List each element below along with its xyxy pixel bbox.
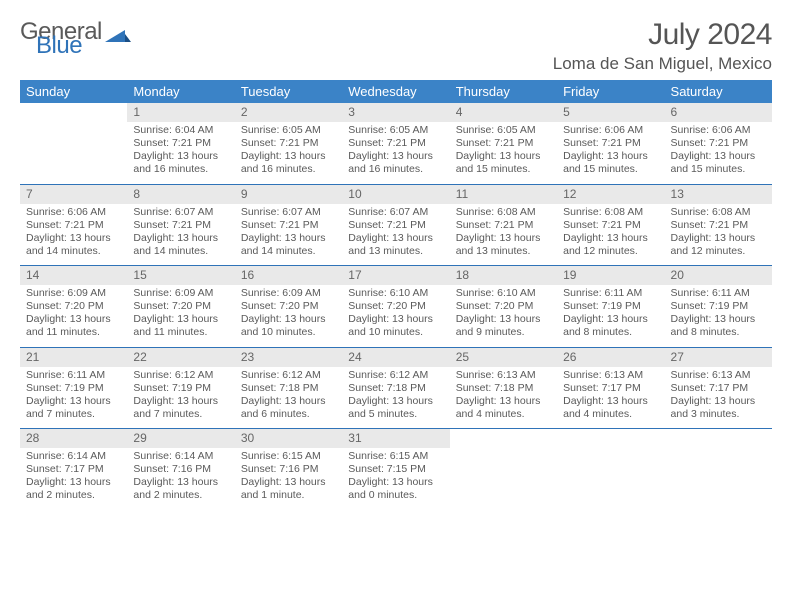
day-number-cell: 17 — [342, 266, 449, 286]
day-number-cell: 3 — [342, 103, 449, 122]
day-content-cell: Sunrise: 6:05 AMSunset: 7:21 PMDaylight:… — [450, 122, 557, 184]
daynum-row: 123456 — [20, 103, 772, 122]
day-number-cell: 28 — [20, 429, 127, 449]
day-content-cell: Sunrise: 6:07 AMSunset: 7:21 PMDaylight:… — [235, 204, 342, 266]
day-content-cell: Sunrise: 6:08 AMSunset: 7:21 PMDaylight:… — [665, 204, 772, 266]
brand-triangle-icon — [105, 28, 131, 51]
day-number-cell: 29 — [127, 429, 234, 449]
weekday-header: Friday — [557, 80, 664, 103]
day-number-cell: 21 — [20, 347, 127, 367]
day-content-cell: Sunrise: 6:06 AMSunset: 7:21 PMDaylight:… — [20, 204, 127, 266]
day-number-cell — [665, 429, 772, 449]
weekday-header: Wednesday — [342, 80, 449, 103]
day-number-cell: 24 — [342, 347, 449, 367]
weekday-header: Tuesday — [235, 80, 342, 103]
content-row: Sunrise: 6:04 AMSunset: 7:21 PMDaylight:… — [20, 122, 772, 184]
day-number-cell: 20 — [665, 266, 772, 286]
day-content-cell — [20, 122, 127, 184]
day-content-cell: Sunrise: 6:07 AMSunset: 7:21 PMDaylight:… — [127, 204, 234, 266]
day-content-cell: Sunrise: 6:14 AMSunset: 7:17 PMDaylight:… — [20, 448, 127, 510]
day-content-cell: Sunrise: 6:11 AMSunset: 7:19 PMDaylight:… — [20, 367, 127, 429]
day-content-cell: Sunrise: 6:07 AMSunset: 7:21 PMDaylight:… — [342, 204, 449, 266]
day-number-cell: 22 — [127, 347, 234, 367]
content-row: Sunrise: 6:09 AMSunset: 7:20 PMDaylight:… — [20, 285, 772, 347]
day-number-cell: 16 — [235, 266, 342, 286]
day-number-cell: 19 — [557, 266, 664, 286]
weekday-header: Monday — [127, 80, 234, 103]
content-row: Sunrise: 6:11 AMSunset: 7:19 PMDaylight:… — [20, 367, 772, 429]
day-number-cell: 2 — [235, 103, 342, 122]
day-number-cell: 12 — [557, 184, 664, 204]
day-content-cell: Sunrise: 6:05 AMSunset: 7:21 PMDaylight:… — [342, 122, 449, 184]
daynum-row: 28293031 — [20, 429, 772, 449]
day-content-cell: Sunrise: 6:13 AMSunset: 7:17 PMDaylight:… — [557, 367, 664, 429]
day-content-cell: Sunrise: 6:08 AMSunset: 7:21 PMDaylight:… — [557, 204, 664, 266]
day-number-cell: 25 — [450, 347, 557, 367]
weekday-header: Sunday — [20, 80, 127, 103]
daynum-row: 21222324252627 — [20, 347, 772, 367]
day-content-cell: Sunrise: 6:15 AMSunset: 7:16 PMDaylight:… — [235, 448, 342, 510]
month-title: July 2024 — [553, 18, 772, 52]
day-number-cell: 4 — [450, 103, 557, 122]
day-number-cell — [557, 429, 664, 449]
day-number-cell: 31 — [342, 429, 449, 449]
brand-logo: General Blue — [20, 18, 131, 57]
day-number-cell — [450, 429, 557, 449]
weekday-header-row: SundayMondayTuesdayWednesdayThursdayFrid… — [20, 80, 772, 103]
day-number-cell: 27 — [665, 347, 772, 367]
day-content-cell: Sunrise: 6:11 AMSunset: 7:19 PMDaylight:… — [665, 285, 772, 347]
calendar-table: SundayMondayTuesdayWednesdayThursdayFrid… — [20, 80, 772, 510]
day-number-cell: 11 — [450, 184, 557, 204]
content-row: Sunrise: 6:06 AMSunset: 7:21 PMDaylight:… — [20, 204, 772, 266]
day-content-cell: Sunrise: 6:13 AMSunset: 7:17 PMDaylight:… — [665, 367, 772, 429]
day-number-cell: 6 — [665, 103, 772, 122]
daynum-row: 14151617181920 — [20, 266, 772, 286]
day-content-cell — [450, 448, 557, 510]
title-block: July 2024 Loma de San Miguel, Mexico — [553, 18, 772, 74]
location: Loma de San Miguel, Mexico — [553, 54, 772, 74]
day-content-cell: Sunrise: 6:09 AMSunset: 7:20 PMDaylight:… — [235, 285, 342, 347]
day-number-cell — [20, 103, 127, 122]
day-content-cell: Sunrise: 6:09 AMSunset: 7:20 PMDaylight:… — [127, 285, 234, 347]
day-content-cell: Sunrise: 6:11 AMSunset: 7:19 PMDaylight:… — [557, 285, 664, 347]
day-content-cell: Sunrise: 6:06 AMSunset: 7:21 PMDaylight:… — [665, 122, 772, 184]
weekday-header: Thursday — [450, 80, 557, 103]
day-number-cell: 26 — [557, 347, 664, 367]
day-content-cell: Sunrise: 6:12 AMSunset: 7:18 PMDaylight:… — [235, 367, 342, 429]
day-content-cell: Sunrise: 6:10 AMSunset: 7:20 PMDaylight:… — [450, 285, 557, 347]
day-content-cell: Sunrise: 6:14 AMSunset: 7:16 PMDaylight:… — [127, 448, 234, 510]
day-number-cell: 5 — [557, 103, 664, 122]
day-content-cell: Sunrise: 6:13 AMSunset: 7:18 PMDaylight:… — [450, 367, 557, 429]
header: General Blue July 2024 Loma de San Migue… — [20, 18, 772, 74]
daynum-row: 78910111213 — [20, 184, 772, 204]
day-content-cell: Sunrise: 6:12 AMSunset: 7:19 PMDaylight:… — [127, 367, 234, 429]
day-number-cell: 23 — [235, 347, 342, 367]
day-number-cell: 15 — [127, 266, 234, 286]
day-content-cell — [557, 448, 664, 510]
day-content-cell: Sunrise: 6:08 AMSunset: 7:21 PMDaylight:… — [450, 204, 557, 266]
day-number-cell: 1 — [127, 103, 234, 122]
day-number-cell: 7 — [20, 184, 127, 204]
day-content-cell: Sunrise: 6:15 AMSunset: 7:15 PMDaylight:… — [342, 448, 449, 510]
brand-part2: Blue — [36, 36, 102, 56]
day-number-cell: 18 — [450, 266, 557, 286]
day-content-cell: Sunrise: 6:04 AMSunset: 7:21 PMDaylight:… — [127, 122, 234, 184]
day-number-cell: 10 — [342, 184, 449, 204]
day-number-cell: 9 — [235, 184, 342, 204]
content-row: Sunrise: 6:14 AMSunset: 7:17 PMDaylight:… — [20, 448, 772, 510]
day-content-cell: Sunrise: 6:06 AMSunset: 7:21 PMDaylight:… — [557, 122, 664, 184]
day-content-cell: Sunrise: 6:09 AMSunset: 7:20 PMDaylight:… — [20, 285, 127, 347]
day-content-cell: Sunrise: 6:12 AMSunset: 7:18 PMDaylight:… — [342, 367, 449, 429]
day-content-cell: Sunrise: 6:10 AMSunset: 7:20 PMDaylight:… — [342, 285, 449, 347]
day-number-cell: 14 — [20, 266, 127, 286]
day-content-cell: Sunrise: 6:05 AMSunset: 7:21 PMDaylight:… — [235, 122, 342, 184]
day-number-cell: 8 — [127, 184, 234, 204]
weekday-header: Saturday — [665, 80, 772, 103]
day-number-cell: 13 — [665, 184, 772, 204]
day-number-cell: 30 — [235, 429, 342, 449]
day-content-cell — [665, 448, 772, 510]
